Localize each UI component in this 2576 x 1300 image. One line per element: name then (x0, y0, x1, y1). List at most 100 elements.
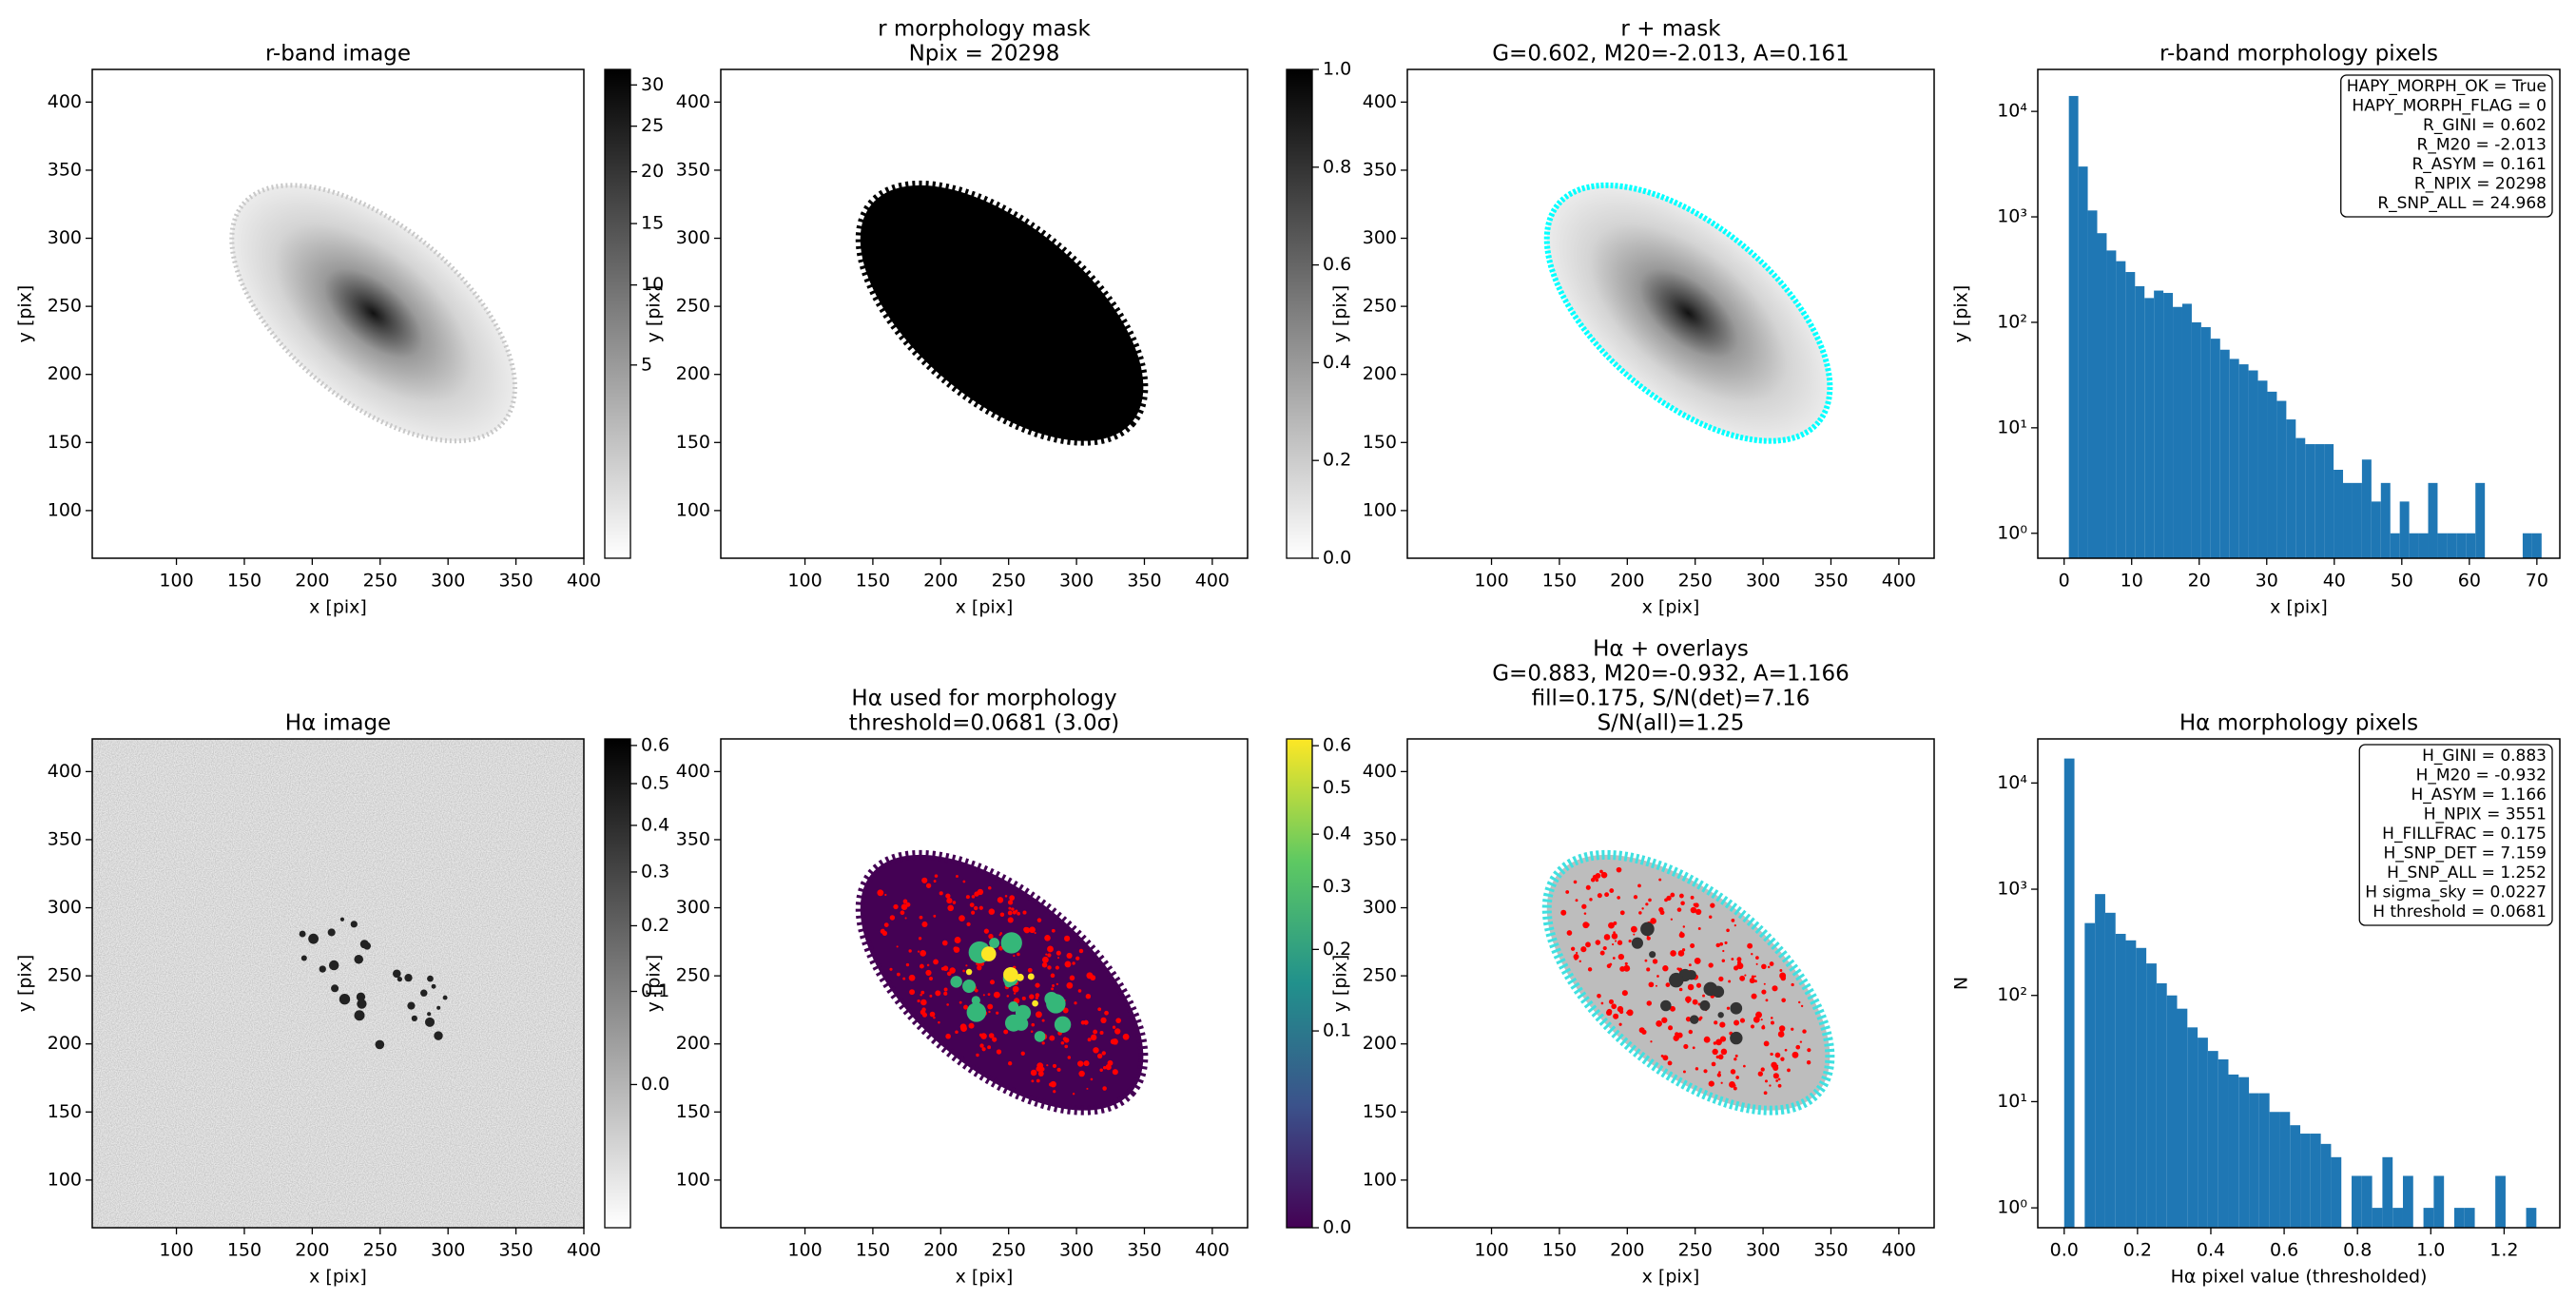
bar (2464, 1208, 2475, 1228)
bar (2104, 912, 2116, 1228)
image-speck (1609, 962, 1613, 966)
y-tick-label: 10⁰ (1997, 1197, 2027, 1218)
image-speck (1760, 1019, 1763, 1021)
image-speck (1646, 936, 1651, 941)
x-tick-label: 300 (1746, 1240, 1780, 1261)
bar (2106, 250, 2117, 558)
stats-line: H_SNP_DET = 7.159 (2384, 844, 2547, 863)
colorbar-tick-label: 0.4 (1323, 824, 1351, 844)
bar (2433, 1175, 2445, 1228)
y-tick-label: 10² (1997, 311, 2027, 332)
image-speck (1009, 895, 1016, 902)
image-speck (1030, 1030, 1034, 1034)
colorbar (604, 738, 631, 1229)
image-speck (1056, 1067, 1061, 1072)
image-speck (1755, 962, 1758, 965)
stats-line: R_M20 = -2.013 (2417, 136, 2547, 155)
galaxy (229, 183, 517, 444)
image-speck (1617, 896, 1621, 900)
image-speck (1724, 941, 1728, 944)
bar (2324, 444, 2334, 558)
image-speck (1687, 983, 1695, 991)
image-speck (1600, 1001, 1604, 1005)
image-speck (921, 991, 924, 994)
axes-frame (720, 68, 1249, 559)
image-speck (1670, 892, 1675, 898)
image-speck (1669, 972, 1684, 988)
colorbar-tick-label: 30 (641, 74, 664, 95)
image-speck (397, 976, 402, 982)
image-speck (1650, 1040, 1653, 1043)
chart-title: r morphology mask (878, 17, 1091, 42)
image-speck (971, 910, 976, 915)
image-speck (1007, 917, 1014, 923)
x-tick-label: 150 (856, 1240, 890, 1261)
image-speck (1614, 940, 1617, 942)
image-speck (1638, 1027, 1645, 1034)
image-speck (1631, 937, 1643, 949)
x-tick-label: 150 (856, 571, 890, 592)
image-speck (1056, 950, 1061, 956)
image-speck (1730, 1069, 1736, 1075)
y-tick-label: 200 (1363, 363, 1397, 384)
y-tick-label: 200 (676, 363, 710, 384)
image-speck (1799, 1040, 1803, 1043)
image-speck (1623, 964, 1631, 972)
bar (2371, 501, 2381, 558)
bar (2290, 1125, 2301, 1228)
image-speck (1668, 1025, 1674, 1031)
colorbar-tick-label: 0.3 (641, 861, 669, 882)
x-tick-label: 1.0 (2416, 1240, 2445, 1261)
plot-area (2063, 758, 2537, 1228)
colorbar-tick-label: 0.1 (1323, 1020, 1351, 1041)
y-tick-label: 350 (48, 828, 82, 849)
image-speck (1694, 957, 1701, 964)
image-speck (1066, 981, 1074, 989)
image-speck (979, 1043, 984, 1048)
image-speck (1004, 895, 1008, 898)
colorbar-tick-label: 0.3 (1323, 876, 1351, 897)
image-speck (1037, 1071, 1044, 1077)
image-speck (1626, 1009, 1634, 1017)
image-speck (339, 917, 345, 922)
bar (2456, 533, 2467, 558)
image-speck (902, 899, 908, 904)
image-speck (1710, 902, 1715, 908)
image-speck (959, 1000, 962, 1004)
stats-line: H_SNP_ALL = 1.252 (2387, 863, 2547, 883)
image-speck (1718, 1071, 1721, 1074)
colorbar-tick-label: 1.0 (1323, 59, 1351, 80)
bar (2068, 95, 2079, 558)
image-speck (1718, 976, 1724, 982)
image-speck (357, 999, 367, 1009)
y-tick-label: 100 (48, 499, 82, 520)
image-speck (1733, 923, 1736, 927)
colorbar-tick-label: 0.2 (1323, 939, 1351, 960)
bar (2495, 1175, 2506, 1228)
image-speck (945, 893, 951, 899)
image-speck (1774, 1052, 1781, 1058)
image-speck (1650, 918, 1656, 924)
colorbar-tick-label: 25 (641, 115, 664, 136)
image-speck (1597, 993, 1601, 999)
bar (2305, 444, 2315, 558)
x-axis-label: x [pix] (1642, 597, 1700, 618)
image-speck (929, 1011, 936, 1018)
image-speck (1697, 927, 1701, 930)
bar (2166, 995, 2178, 1228)
galaxy (1541, 849, 1835, 1116)
bar (2125, 940, 2137, 1228)
image-speck (1753, 996, 1756, 999)
image-speck (965, 968, 973, 976)
image-speck (900, 910, 905, 916)
image-speck (935, 990, 941, 997)
image-speck (1708, 962, 1714, 968)
colorbar (1286, 68, 1313, 559)
bar (2210, 339, 2220, 558)
image-speck (974, 988, 978, 993)
image-speck (1090, 1034, 1097, 1041)
image-speck (1077, 989, 1082, 993)
image-speck (427, 1012, 432, 1017)
image-speck (1719, 1036, 1727, 1042)
